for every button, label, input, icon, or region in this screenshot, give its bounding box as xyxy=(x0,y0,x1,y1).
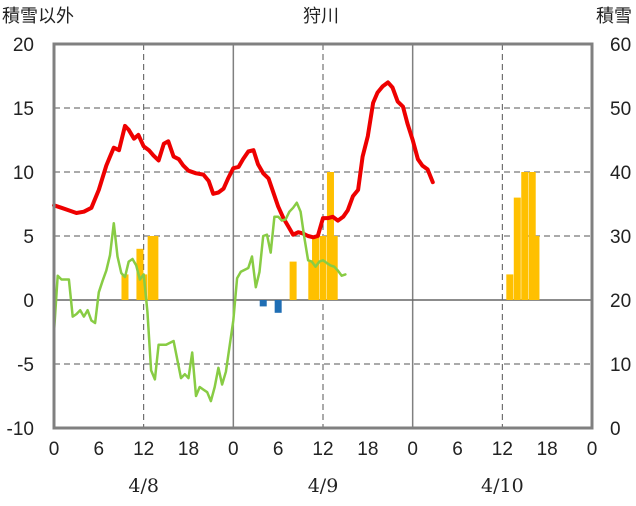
x-tick-label: 6 xyxy=(94,439,105,460)
y-right-tick-label: 10 xyxy=(610,355,631,376)
date-label: 4/9 xyxy=(308,475,339,497)
bar-orange xyxy=(312,236,320,300)
x-tick-label: 18 xyxy=(178,439,199,460)
bar-blue xyxy=(259,300,267,307)
x-tick-label: 18 xyxy=(357,439,378,460)
date-label: 4/8 xyxy=(128,475,159,497)
left-axis-label: 積雪以外 xyxy=(2,6,74,26)
bar-orange xyxy=(506,274,514,300)
bar-orange xyxy=(308,261,316,300)
x-tick-label: 0 xyxy=(587,439,598,460)
bars xyxy=(121,172,540,313)
bar-orange xyxy=(513,197,521,300)
chart-title: 狩川 xyxy=(303,6,339,26)
y-left-tick-label: 0 xyxy=(23,291,34,312)
bar-orange xyxy=(151,236,159,300)
series-line-green xyxy=(52,201,347,403)
y-right-tick-label: 40 xyxy=(610,163,631,184)
plot-frame xyxy=(52,42,594,430)
x-tick-label: 12 xyxy=(492,439,513,460)
bar-orange xyxy=(326,172,334,300)
right-axis-label: 積雪 xyxy=(596,6,632,26)
bar-orange xyxy=(147,236,155,300)
y-right-tick-label: 20 xyxy=(610,291,631,312)
x-tick-label: 12 xyxy=(133,439,154,460)
bar-orange xyxy=(528,172,536,300)
x-tick-label: 0 xyxy=(228,439,239,460)
plot-border xyxy=(52,42,594,430)
date-label: 4/10 xyxy=(481,475,524,497)
y-left-tick-label: 10 xyxy=(13,163,34,184)
x-tick-label: 6 xyxy=(452,439,463,460)
y-left-tick-label: 5 xyxy=(23,227,34,248)
x-tick-label: 12 xyxy=(312,439,333,460)
bar-orange xyxy=(521,172,529,300)
bar-orange xyxy=(140,274,148,300)
x-tick-label: 0 xyxy=(407,439,418,460)
x-tick-label: 6 xyxy=(273,439,284,460)
y-right-tick-label: 60 xyxy=(610,35,631,56)
x-tick-label: 0 xyxy=(49,439,60,460)
bar-orange xyxy=(136,248,144,300)
y-right-tick-label: 0 xyxy=(610,419,621,440)
y-left-tick-label: -5 xyxy=(17,355,34,376)
bar-orange xyxy=(532,236,540,300)
bar-orange xyxy=(121,274,129,300)
bar-blue xyxy=(274,300,282,313)
x-tick-label: 18 xyxy=(537,439,558,460)
series-line-red xyxy=(52,80,435,240)
y-right-tick-label: 50 xyxy=(610,99,631,120)
y-left-tick-label: 20 xyxy=(13,35,34,56)
bar-orange xyxy=(289,261,297,300)
y-right-tick-label: 30 xyxy=(610,227,631,248)
y-left-tick-label: 15 xyxy=(13,99,34,120)
y-left-tick-label: -10 xyxy=(7,419,34,440)
bar-orange xyxy=(319,236,327,300)
